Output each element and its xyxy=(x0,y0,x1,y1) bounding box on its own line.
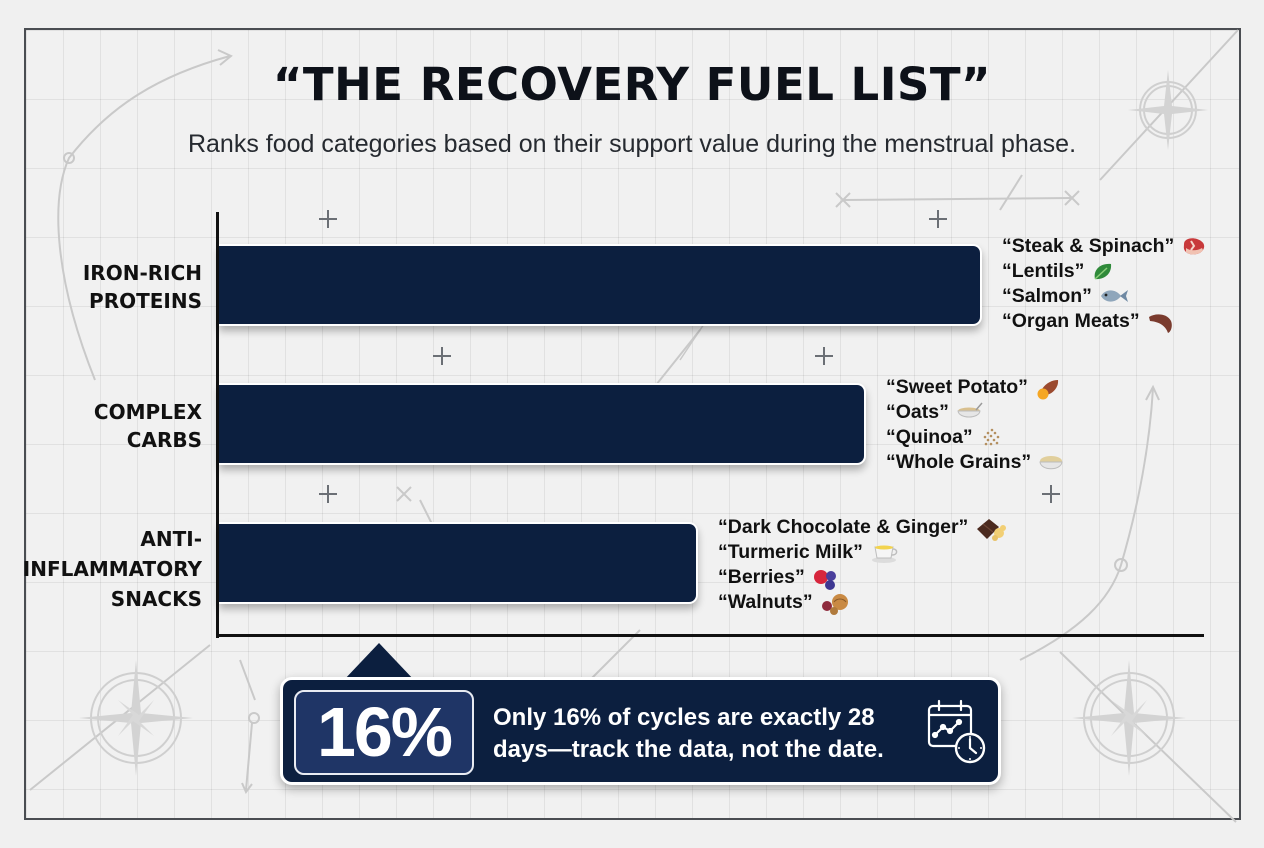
x-axis xyxy=(216,634,1204,637)
calendar-chart-clock-icon xyxy=(927,699,986,764)
list-item: “Sweet Potato” xyxy=(886,375,1062,400)
item-text: “Steak & Spinach” xyxy=(1002,235,1175,257)
item-text: “Berries” xyxy=(718,566,805,588)
label-line: CARBS xyxy=(126,428,202,452)
bar-anti-inflammatory-snacks xyxy=(219,522,698,604)
list-item: “Turmeric Milk” xyxy=(718,540,999,565)
item-list-iron-rich-proteins: “Steak & Spinach” “Lentils” “Salmon” “Or… xyxy=(1002,234,1205,334)
teacup-icon xyxy=(870,542,898,564)
chart-subtitle: Ranks food categories based on their sup… xyxy=(187,130,1077,158)
label-line: PROTEINS xyxy=(89,289,202,313)
chocolate-ginger-icon xyxy=(975,517,1007,541)
label-line: ANTI- xyxy=(140,527,202,551)
item-text: “Quinoa” xyxy=(886,426,973,448)
list-item: “Whole Grains” xyxy=(886,450,1063,475)
liver-icon xyxy=(1147,311,1172,333)
chart-title: “THE RECOVERY FUEL LIST” xyxy=(272,58,992,111)
item-list-anti-inflammatory-snacks: “Dark Chocolate & Ginger” “Turmeric Milk… xyxy=(718,515,1007,615)
walnut-icon xyxy=(820,592,848,615)
item-text: “Dark Chocolate & Ginger” xyxy=(718,516,969,538)
list-item: “Organ Meats” xyxy=(1002,309,1205,334)
list-item: “Dark Chocolate & Ginger” xyxy=(718,515,1007,541)
item-text: “Organ Meats” xyxy=(1002,310,1140,332)
list-item: “Oats” xyxy=(886,400,1062,425)
steak-icon xyxy=(1181,236,1205,258)
label-line: SNACKS xyxy=(110,587,202,611)
callout-pointer xyxy=(343,643,415,681)
list-item: “Salmon” xyxy=(1002,284,1205,309)
callout-text: Only 16% of cycles are exactly 28 days—t… xyxy=(493,704,884,763)
list-item: “Lentils” xyxy=(1002,259,1205,284)
label-line: COMPLEX xyxy=(93,400,202,424)
sweet-potato-icon xyxy=(1035,377,1059,399)
grain-bowl-icon xyxy=(1038,452,1063,474)
item-text: “Salmon” xyxy=(1002,285,1092,307)
item-list-complex-carbs: “Sweet Potato” “Oats” “Quinoa” “Whole Gr… xyxy=(886,375,1063,475)
stat-callout: 16% Only 16% of cycles are exactly 28 da… xyxy=(280,677,1001,785)
item-text: “Lentils” xyxy=(1002,260,1085,282)
item-text: “Whole Grains” xyxy=(886,451,1032,473)
item-text: “Turmeric Milk” xyxy=(718,541,863,563)
fish-icon xyxy=(1099,286,1128,308)
list-item: “Walnuts” xyxy=(718,590,999,615)
bar-complex-carbs xyxy=(219,383,866,465)
quinoa-seeds-icon xyxy=(980,427,1004,449)
label-line: IRON-RICH xyxy=(82,261,202,285)
label-line: INFLAMMATORY xyxy=(22,557,202,581)
stat-value: 16% xyxy=(294,690,474,775)
y-axis xyxy=(216,212,219,638)
category-label-complex-carbs: COMPLEX CARBS xyxy=(94,398,202,454)
list-item: “Berries” xyxy=(718,565,999,590)
berries-icon xyxy=(812,567,836,590)
item-text: “Oats” xyxy=(886,401,949,423)
list-item: “Quinoa” xyxy=(886,425,1062,450)
category-label-iron-rich-proteins: IRON-RICH PROTEINS xyxy=(83,259,202,315)
spinach-leaf-icon xyxy=(1091,261,1115,283)
item-text: “Sweet Potato” xyxy=(886,376,1028,398)
list-item: “Steak & Spinach” xyxy=(1002,234,1205,259)
oat-bowl-icon xyxy=(956,402,983,424)
category-label-anti-inflammatory-snacks: ANTI- INFLAMMATORY SNACKS xyxy=(23,524,202,614)
bar-iron-rich-proteins xyxy=(219,244,982,326)
item-text: “Walnuts” xyxy=(718,591,813,613)
